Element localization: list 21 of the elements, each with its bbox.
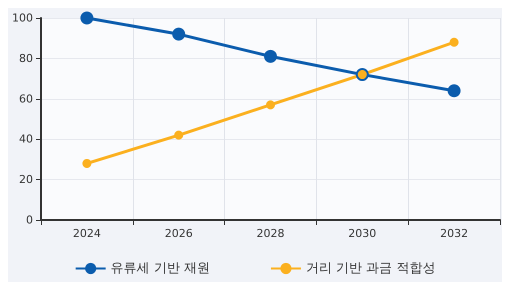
y-tick-label: 60 bbox=[19, 92, 33, 106]
point bbox=[80, 12, 94, 24]
point bbox=[448, 84, 461, 98]
point bbox=[450, 38, 459, 47]
x-tick-label: 2028 bbox=[256, 227, 284, 240]
point bbox=[266, 100, 275, 110]
point bbox=[82, 158, 92, 168]
point bbox=[264, 50, 277, 63]
legend-label: 유류세 기반 재원 bbox=[110, 261, 210, 276]
y-tick-label: 100 bbox=[12, 12, 33, 24]
y-tick-label: 40 bbox=[19, 132, 33, 146]
x-tick-label: 2026 bbox=[164, 227, 193, 240]
y-tick-label: 0 bbox=[26, 214, 33, 226]
point bbox=[172, 28, 186, 41]
point bbox=[174, 130, 184, 140]
x-tick-label: 2024 bbox=[72, 227, 101, 240]
legend-label: 거리 기반 과금 적합성 bbox=[306, 261, 436, 276]
y-tick-label: 20 bbox=[19, 173, 33, 186]
x-tick-label: 2030 bbox=[348, 227, 376, 240]
x-tick-label: 2032 bbox=[440, 227, 468, 240]
y-tick-label: 80 bbox=[19, 52, 33, 65]
